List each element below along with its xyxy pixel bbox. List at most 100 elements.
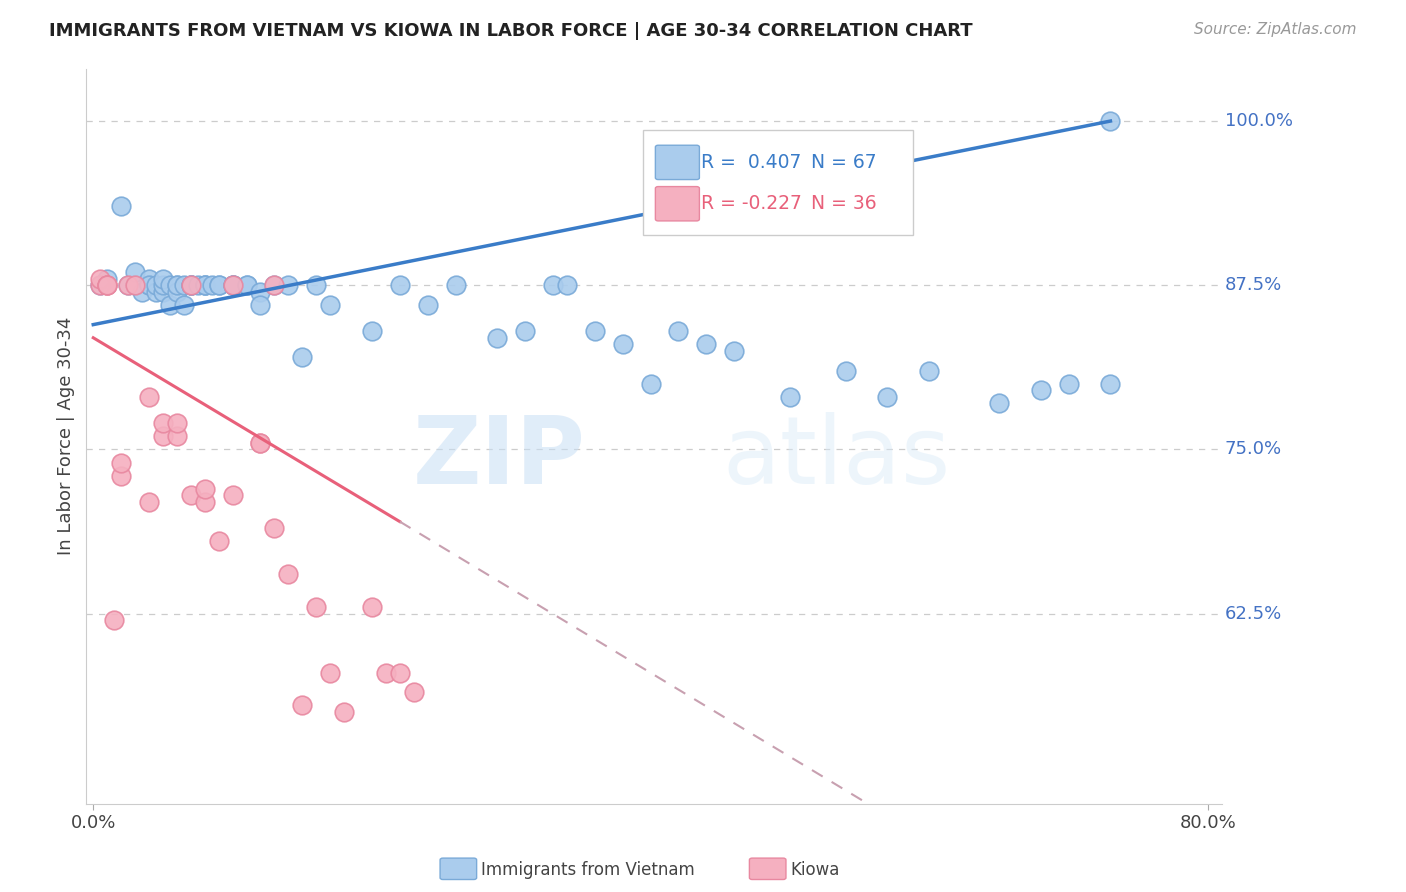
Point [117, 278, 139, 293]
Point [152, 285, 174, 299]
Point [305, 599, 328, 614]
Text: ZIP: ZIP [413, 412, 586, 504]
Point [110, 199, 132, 213]
Point [374, 665, 396, 680]
Point [249, 298, 271, 312]
Point [89, 278, 111, 293]
Point [1099, 376, 1122, 391]
Point [541, 278, 564, 293]
Point [779, 390, 801, 404]
Text: 100.0%: 100.0% [1225, 112, 1292, 130]
Text: 75.0%: 75.0% [1225, 441, 1282, 458]
Point [918, 363, 941, 377]
Point [319, 665, 342, 680]
Point [173, 298, 195, 312]
Point [235, 278, 257, 293]
Point [834, 363, 856, 377]
Point [138, 271, 160, 285]
Point [194, 482, 217, 496]
Point [444, 278, 467, 293]
Point [159, 298, 181, 312]
Point [194, 495, 217, 509]
Text: IMMIGRANTS FROM VIETNAM VS KIOWA IN LABOR FORCE | AGE 30-34 CORRELATION CHART: IMMIGRANTS FROM VIETNAM VS KIOWA IN LABO… [49, 22, 973, 40]
Point [249, 285, 271, 299]
Point [1029, 384, 1052, 398]
Point [180, 278, 202, 293]
Point [388, 278, 411, 293]
Point [221, 278, 243, 293]
Point [221, 278, 243, 293]
Text: Immigrants from Vietnam: Immigrants from Vietnam [481, 861, 695, 879]
Point [180, 278, 202, 293]
Point [361, 324, 384, 338]
Point [89, 271, 111, 285]
Text: atlas: atlas [723, 412, 950, 504]
Text: R =  0.407: R = 0.407 [702, 153, 801, 172]
Point [89, 278, 111, 293]
Point [187, 278, 209, 293]
Text: 62.5%: 62.5% [1225, 605, 1282, 623]
Point [555, 278, 578, 293]
Point [194, 278, 217, 293]
Point [249, 435, 271, 450]
Point [138, 278, 160, 293]
Point [263, 521, 285, 535]
Point [145, 278, 167, 293]
Text: N = 67: N = 67 [811, 153, 877, 172]
Point [305, 278, 328, 293]
Point [110, 456, 132, 470]
Point [208, 278, 231, 293]
Point [583, 324, 606, 338]
Text: 87.5%: 87.5% [1225, 277, 1282, 294]
Point [291, 698, 314, 713]
Point [194, 278, 217, 293]
Point [221, 278, 243, 293]
Point [221, 488, 243, 502]
Point [988, 396, 1011, 410]
Point [110, 468, 132, 483]
Point [152, 416, 174, 430]
Point [291, 351, 314, 365]
Point [180, 278, 202, 293]
Point [388, 665, 411, 680]
Point [221, 278, 243, 293]
Point [361, 599, 384, 614]
Point [159, 278, 181, 293]
Point [402, 685, 425, 699]
Point [668, 324, 690, 338]
Point [208, 534, 231, 549]
Point [319, 298, 342, 312]
Point [333, 705, 356, 719]
Point [124, 265, 146, 279]
Point [131, 285, 153, 299]
Text: Kiowa: Kiowa [790, 861, 839, 879]
Point [277, 278, 299, 293]
Point [180, 278, 202, 293]
Point [96, 278, 118, 293]
Point [117, 278, 139, 293]
Point [152, 271, 174, 285]
Point [166, 278, 188, 293]
Text: N = 36: N = 36 [811, 194, 877, 213]
Point [166, 278, 188, 293]
Point [277, 567, 299, 582]
Point [138, 278, 160, 293]
Point [166, 429, 188, 443]
Point [96, 278, 118, 293]
Point [201, 278, 224, 293]
Point [486, 331, 509, 345]
Point [152, 429, 174, 443]
Point [1057, 376, 1080, 391]
Text: R = -0.227: R = -0.227 [702, 194, 801, 213]
Point [194, 278, 217, 293]
Point [145, 285, 167, 299]
Point [612, 337, 634, 351]
Point [1099, 114, 1122, 128]
Point [103, 613, 125, 627]
Point [416, 298, 439, 312]
Point [640, 376, 662, 391]
Point [166, 416, 188, 430]
Point [138, 495, 160, 509]
Point [124, 278, 146, 293]
Point [263, 278, 285, 293]
